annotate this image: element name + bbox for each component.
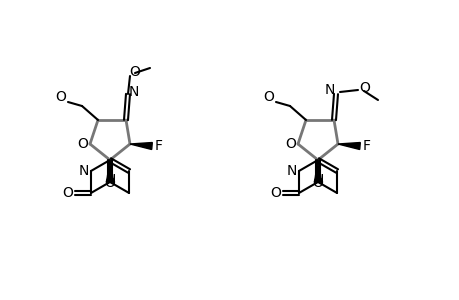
Text: O: O	[263, 90, 274, 104]
Text: N: N	[286, 164, 297, 178]
Text: F: F	[362, 139, 370, 153]
Text: O: O	[56, 90, 66, 104]
Text: N: N	[324, 83, 335, 97]
Polygon shape	[337, 142, 359, 149]
Text: N: N	[78, 164, 89, 178]
Text: F: F	[155, 139, 162, 153]
Text: O: O	[285, 137, 296, 151]
Polygon shape	[130, 142, 152, 149]
Text: O: O	[312, 176, 323, 190]
Text: O: O	[104, 176, 115, 190]
Text: N: N	[313, 173, 324, 187]
Text: N: N	[129, 85, 139, 99]
Text: O: O	[359, 81, 369, 95]
Text: O: O	[62, 186, 73, 200]
Text: O: O	[129, 65, 140, 79]
Polygon shape	[314, 160, 321, 182]
Text: O: O	[270, 186, 281, 200]
Polygon shape	[106, 160, 113, 182]
Text: N: N	[106, 173, 116, 187]
Text: O: O	[78, 137, 88, 151]
